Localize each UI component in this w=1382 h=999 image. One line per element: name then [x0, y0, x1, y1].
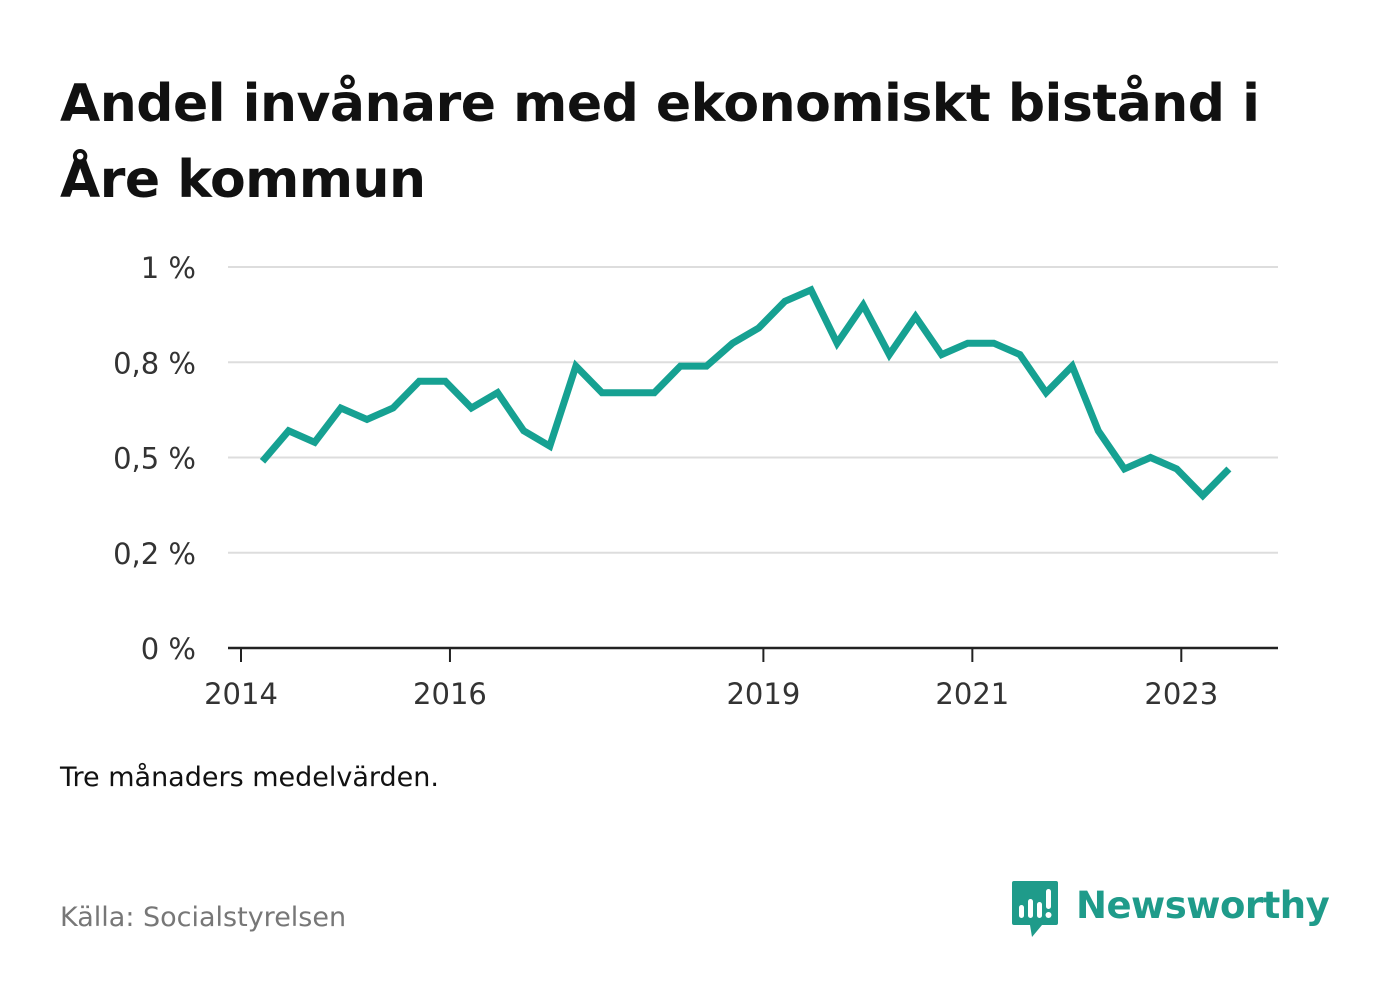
y-tick-label: 0,2 % [113, 537, 196, 571]
y-tick-label: 0,5 % [113, 442, 196, 476]
data-point [886, 351, 893, 358]
source-label: Källa: Socialstyrelsen [60, 902, 347, 933]
data-point [808, 286, 815, 293]
y-tick-label: 0 % [141, 632, 196, 666]
x-tick-label: 2021 [935, 677, 1009, 711]
x-tick-label: 2014 [204, 677, 278, 711]
gridlines [228, 266, 1278, 554]
data-point [364, 416, 371, 423]
y-tick-label: 1 % [141, 251, 196, 285]
data-point [755, 325, 762, 332]
data-point [599, 389, 606, 396]
data-point [781, 298, 788, 305]
data-point [677, 363, 684, 370]
data-point [390, 405, 397, 412]
data-point [1199, 492, 1206, 499]
data-point [572, 363, 579, 370]
data-point [860, 302, 867, 309]
chart-note: Tre månaders medelvärden. [60, 762, 439, 793]
data-point [1225, 465, 1232, 472]
data-point [259, 458, 266, 465]
data-point [964, 340, 971, 347]
x-tick-label: 2016 [413, 677, 487, 711]
data-point [494, 389, 501, 396]
data-point [990, 340, 997, 347]
data-point [416, 378, 423, 385]
chart-title: Andel invånare med ekonomiskt bistånd i … [60, 74, 1260, 210]
x-tick-label: 2023 [1144, 677, 1218, 711]
x-tick-label: 2019 [726, 677, 800, 711]
data-point [1121, 465, 1128, 472]
data-point [703, 363, 710, 370]
y-axis-ticks: 0 % 0,2 % 0,5 % 0,8 % 1 % [113, 251, 196, 666]
series-layer [259, 285, 1232, 501]
data-point [912, 313, 919, 320]
data-point [1043, 389, 1050, 396]
data-point [1069, 363, 1076, 370]
y-tick-label: 0,8 % [113, 346, 196, 380]
x-axis-ticks: 2014 2016 2019 2021 2023 [204, 648, 1218, 711]
data-point [442, 378, 449, 385]
data-point [938, 351, 945, 358]
data-point [651, 389, 658, 396]
data-point [1147, 454, 1154, 461]
brand-name: Newsworthy [1076, 883, 1330, 927]
data-point [1095, 427, 1102, 434]
data-point [311, 439, 318, 446]
newsworthy-logo-icon [1012, 881, 1058, 937]
data-point [546, 443, 553, 450]
data-point [1173, 465, 1180, 472]
data-point [337, 405, 344, 412]
data-point [1016, 351, 1023, 358]
brand-logo: Newsworthy [1010, 878, 1330, 940]
data-point [625, 389, 632, 396]
series-line [259, 285, 1232, 501]
data-point [834, 340, 841, 347]
data-point [729, 340, 736, 347]
data-point [468, 405, 475, 412]
data-point [285, 427, 292, 434]
data-point [520, 427, 527, 434]
